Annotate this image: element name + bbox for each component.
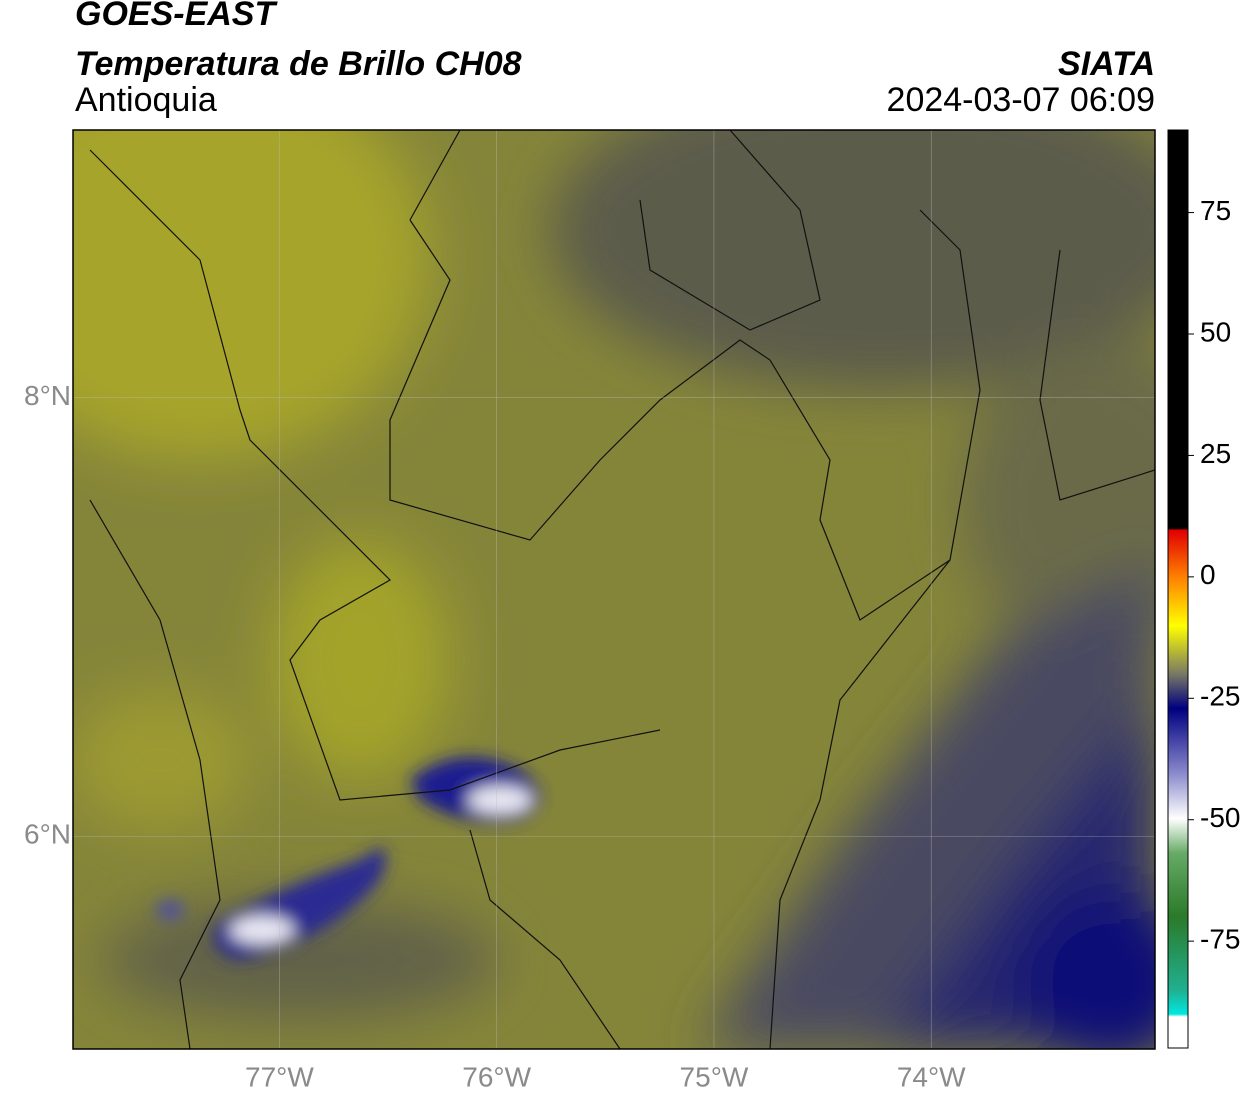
x-tick-label: 77°W (245, 1061, 314, 1092)
map-field (73, 130, 1155, 1049)
colorbar-tick-label: 25 (1200, 438, 1231, 469)
x-tick-label: 75°W (680, 1061, 749, 1092)
satellite: GOES-EAST (75, 0, 278, 33)
region: Antioquia (75, 81, 217, 119)
source: SIATA (1058, 45, 1155, 83)
colorbar-tick-label: -50 (1200, 802, 1240, 833)
colorbar-tick-label: 50 (1200, 316, 1231, 347)
grid (73, 130, 1155, 1049)
y-tick-label: 8°N (24, 380, 71, 411)
map-frame (72, 129, 1156, 1050)
y-tick-label: 6°N (24, 819, 71, 850)
x-tick-label: 76°W (462, 1061, 531, 1092)
colorbar-tick-label: -75 (1200, 924, 1240, 955)
colorbar-tick-label: 75 (1200, 195, 1231, 226)
product: Temperatura de Brillo CH08 (75, 45, 522, 83)
datetime: 2024-03-07 06:09 (887, 81, 1155, 119)
x-tick-label: 74°W (897, 1061, 966, 1092)
colorbar-tick-label: -25 (1200, 681, 1240, 712)
colorbar-tick-label: 0 (1200, 559, 1216, 590)
colorbar (1167, 129, 1189, 1049)
